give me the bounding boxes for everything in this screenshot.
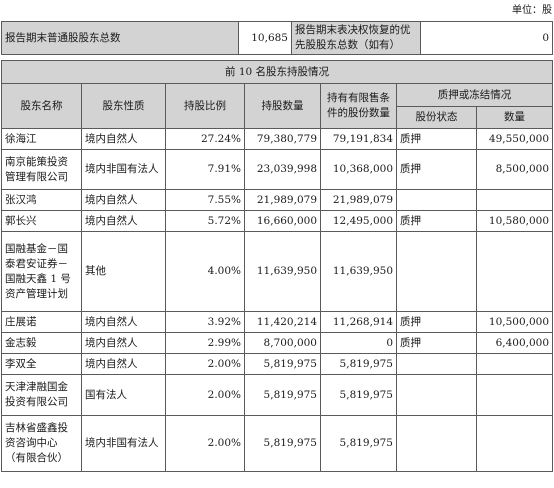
cell-quantity: 5,819,975 xyxy=(244,374,321,416)
cell-pledged: 10,500,000 xyxy=(475,311,554,333)
table-row: 徐海江 境内自然人 27.24% 79,380,779 79,191,834 质… xyxy=(1,128,554,150)
cell-name: 吉林省盛鑫投资咨询中心（有限合伙） xyxy=(1,415,82,472)
cell-quantity: 5,819,975 xyxy=(244,353,321,375)
cell-status: 质押 xyxy=(396,311,477,333)
cell-name: 南京能策投资管理有限公司 xyxy=(1,149,82,190)
cell-status xyxy=(396,415,477,472)
header-pledge-group: 质押或冻结情况 xyxy=(395,83,554,107)
cell-status xyxy=(396,189,477,211)
cell-pledged xyxy=(475,189,554,211)
header-ratio: 持股比例 xyxy=(165,83,245,129)
cell-pledged xyxy=(475,415,554,472)
cell-quantity: 23,039,998 xyxy=(244,149,321,190)
preferred-holders-label: 报告期末表决权恢复的优先股股东总数（如有） xyxy=(291,21,421,55)
top10-shareholders-table: 前 10 名股东持股情况 股东名称 股东性质 持股比例 持股数量 持有有限售条件… xyxy=(0,60,554,472)
cell-ratio: 27.24% xyxy=(165,128,245,150)
cell-quantity: 79,380,779 xyxy=(244,128,321,150)
cell-restricted: 21,989,079 xyxy=(320,189,397,211)
cell-nature: 国有法人 xyxy=(81,374,166,416)
cell-ratio: 7.91% xyxy=(165,149,245,190)
cell-nature: 境内非国有法人 xyxy=(81,415,166,472)
table-row: 天津津融国金投资有限公司 国有法人 2.00% 5,819,975 5,819,… xyxy=(1,374,554,416)
cell-pledged xyxy=(475,231,554,312)
cell-pledged: 8,500,000 xyxy=(475,149,554,190)
cell-nature: 境内自然人 xyxy=(81,332,166,354)
cell-ratio: 4.00% xyxy=(165,231,245,312)
cell-pledged xyxy=(475,353,554,375)
cell-ratio: 2.00% xyxy=(165,374,245,416)
cell-nature: 境内自然人 xyxy=(81,210,166,232)
cell-restricted: 5,819,975 xyxy=(320,353,397,375)
cell-name: 金志毅 xyxy=(1,332,82,354)
cell-status: 质押 xyxy=(396,210,477,232)
cell-ratio: 2.00% xyxy=(165,415,245,472)
cell-restricted: 11,639,950 xyxy=(320,231,397,312)
cell-nature: 境内自然人 xyxy=(81,353,166,375)
header-nature: 股东性质 xyxy=(81,83,166,129)
cell-restricted: 10,368,000 xyxy=(320,149,397,190)
cell-quantity: 16,660,000 xyxy=(244,210,321,232)
table-row: 李双全 境内自然人 2.00% 5,819,975 5,819,975 xyxy=(1,353,554,375)
cell-ratio: 5.72% xyxy=(165,210,245,232)
table-row: 张汉鸿 境内自然人 7.55% 21,989,079 21,989,079 xyxy=(1,189,554,211)
cell-quantity: 21,989,079 xyxy=(244,189,321,211)
cell-name: 李双全 xyxy=(1,353,82,375)
cell-quantity: 5,819,975 xyxy=(244,415,321,472)
cell-name: 郭长兴 xyxy=(1,210,82,232)
table-row: 庄展诺 境内自然人 3.92% 11,420,214 11,268,914 质押… xyxy=(1,311,554,333)
table-row: 南京能策投资管理有限公司 境内非国有法人 7.91% 23,039,998 10… xyxy=(1,149,554,190)
cell-status xyxy=(396,374,477,416)
cell-name: 徐海江 xyxy=(1,128,82,150)
cell-restricted: 5,819,975 xyxy=(320,374,397,416)
cell-restricted: 0 xyxy=(320,332,397,354)
cell-ratio: 2.99% xyxy=(165,332,245,354)
table-row: 国融基金－国泰君安证券－国融天鑫 1 号资产管理计划 其他 4.00% 11,6… xyxy=(1,231,554,312)
cell-pledged: 6,400,000 xyxy=(475,332,554,354)
cell-quantity: 11,639,950 xyxy=(244,231,321,312)
table-row: 郭长兴 境内自然人 5.72% 16,660,000 12,495,000 质押… xyxy=(1,210,554,232)
cell-restricted: 12,495,000 xyxy=(320,210,397,232)
cell-status: 质押 xyxy=(396,149,477,190)
cell-pledged xyxy=(475,374,554,416)
cell-status: 质押 xyxy=(396,128,477,150)
common-holders-label: 报告期末普通股股东总数 xyxy=(1,21,239,55)
preferred-holders-value: 0 xyxy=(420,21,553,55)
table-title: 前 10 名股东持股情况 xyxy=(0,60,554,84)
cell-ratio: 2.00% xyxy=(165,353,245,375)
cell-pledged: 49,550,000 xyxy=(475,128,554,150)
header-restricted: 持有有限售条件的股份数量 xyxy=(320,83,397,129)
cell-status xyxy=(396,353,477,375)
cell-restricted: 11,268,914 xyxy=(320,311,397,333)
cell-nature: 境内自然人 xyxy=(81,189,166,211)
header-pledge-quantity: 数量 xyxy=(475,106,554,129)
cell-restricted: 79,191,834 xyxy=(320,128,397,150)
cell-quantity: 11,420,214 xyxy=(244,311,321,333)
cell-nature: 境内自然人 xyxy=(81,128,166,150)
cell-quantity: 8,700,000 xyxy=(244,332,321,354)
cell-name: 天津津融国金投资有限公司 xyxy=(1,374,82,416)
header-name: 股东名称 xyxy=(1,83,82,129)
cell-pledged: 10,580,000 xyxy=(475,210,554,232)
header-pledge-status: 股份状态 xyxy=(396,106,477,129)
cell-nature: 境内自然人 xyxy=(81,311,166,333)
common-holders-value: 10,685 xyxy=(238,21,292,55)
cell-name: 国融基金－国泰君安证券－国融天鑫 1 号资产管理计划 xyxy=(1,231,82,312)
cell-name: 庄展诺 xyxy=(1,311,82,333)
cell-restricted: 5,819,975 xyxy=(320,415,397,472)
cell-ratio: 3.92% xyxy=(165,311,245,333)
header-quantity: 持股数量 xyxy=(244,83,321,129)
cell-nature: 其他 xyxy=(81,231,166,312)
cell-status: 质押 xyxy=(396,332,477,354)
shareholder-summary-table: 报告期末普通股股东总数 10,685 报告期末表决权恢复的优先股股东总数（如有）… xyxy=(1,21,553,55)
cell-nature: 境内非国有法人 xyxy=(81,149,166,190)
table-row: 吉林省盛鑫投资咨询中心（有限合伙） 境内非国有法人 2.00% 5,819,97… xyxy=(1,415,554,472)
table-row: 金志毅 境内自然人 2.99% 8,700,000 0 质押 6,400,000 xyxy=(1,332,554,354)
cell-name: 张汉鸿 xyxy=(1,189,82,211)
cell-ratio: 7.55% xyxy=(165,189,245,211)
cell-status xyxy=(396,231,477,312)
unit-label: 单位：股 xyxy=(512,5,552,16)
